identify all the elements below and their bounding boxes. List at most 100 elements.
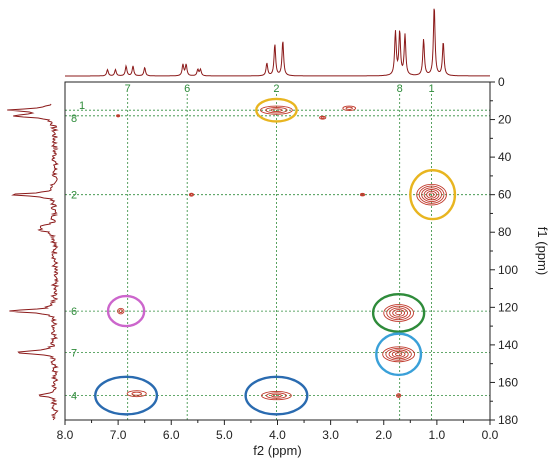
f2-peak-label: 6 [184,83,190,95]
cross-peak [382,346,416,363]
cross-peak [416,183,447,206]
y-tick-label: 40 [498,150,512,164]
contour-ring [389,307,409,319]
y-tick-label: 100 [498,263,518,277]
y-axis: 0 20 40 60 80 100 120 140 160 180 [490,75,518,427]
contour-ring [360,193,365,196]
x-tick-label: 1.0 [429,428,446,442]
contour-ring [421,187,442,203]
contour-ring [320,116,325,119]
contour-ring [266,392,287,399]
f2-projection-trace [65,8,490,77]
cross-peak [261,391,292,401]
cross-peak [383,304,414,322]
contour-ring [265,106,288,114]
contour-ring [386,305,411,321]
contour-ring [359,192,366,197]
f1-projection-trace [7,103,60,421]
highlight-ellipse [371,292,426,333]
x-tick-label: 5.0 [216,428,233,442]
cross-peak [342,105,357,111]
contour-ring [116,114,120,118]
f1-peak-label: 6 [71,306,77,318]
x-axis: 8.0 7.0 6.0 5.0 4.0 3.0 2.0 1.0 0.0 [57,420,499,442]
f1-peak-label: 2 [71,190,77,202]
x-tick-label: 2.0 [375,428,392,442]
f1-peak-label: 4 [71,391,77,403]
cross-peak [116,114,121,118]
f2-peak-label: 7 [125,83,131,95]
contour-ring [270,108,283,112]
y-tick-label: 20 [498,113,512,127]
y-tick-label: 160 [498,375,518,389]
cross-peak [188,192,195,197]
contour-ring [392,309,406,317]
y-axis-title: f1 (ppm) [535,227,548,275]
f1-peak-label: 7 [71,347,77,359]
f2-peak-label: 8 [397,83,403,95]
contour-ring [423,189,440,201]
highlight-ellipse [375,332,423,377]
contour-ring [388,349,409,360]
y-tick-label: 80 [498,225,512,239]
cross-peak [319,115,327,120]
f1-peak-label: 8 [71,113,77,125]
correlation-guide-lines [65,94,490,420]
contour-ring [385,347,412,361]
contour-ring [131,391,142,396]
f2-peak-label: 1 [429,83,435,95]
x-tick-label: 8.0 [57,428,74,442]
contour-ring [126,390,147,398]
x-axis-title: f2 (ppm) [253,443,301,458]
cross-peak [117,307,125,315]
y-tick-label: 60 [498,188,512,202]
y-tick-label: 0 [498,75,505,89]
highlight-ellipse [255,97,298,123]
contour-ring [396,393,402,398]
contour-ring [397,394,401,397]
f1-spectrum-line [7,103,60,421]
contour-ring [428,192,435,197]
contour-ring [319,115,327,120]
contour-ring [426,190,437,199]
contour-ring [117,307,125,315]
f2-peak-label: 2 [273,83,279,95]
y-tick-label: 140 [498,338,518,352]
contour-ring [345,106,353,110]
contour-ring [271,393,282,398]
cross-peak [359,192,366,197]
contour-ring [391,350,406,358]
plot-frame [64,81,491,421]
highlight-circles [94,97,457,416]
x-tick-label: 4.0 [269,428,286,442]
contour-ring [416,183,447,206]
cross-peak [260,105,293,115]
contour-ring [118,309,123,313]
y-tick-label: 180 [498,413,518,427]
cross-peak [396,393,402,398]
contour-ring [382,346,416,363]
y-tick-label: 120 [498,300,518,314]
contour-ring [261,391,292,401]
cross-peak [126,390,147,398]
f2-spectrum-line [65,8,490,77]
highlight-ellipse [409,169,457,221]
contour-ring [188,192,195,197]
f1-peak-label: 1 [79,100,85,112]
contour-ring [189,193,193,196]
x-tick-label: 0.0 [482,428,499,442]
highlight-ellipse [94,375,159,416]
contour-ring [418,185,445,204]
contour-ring [342,105,357,111]
highlight-ellipse [244,375,309,416]
contour-ring [260,105,293,115]
cross-peaks [116,105,447,401]
x-tick-label: 6.0 [163,428,180,442]
x-tick-label: 7.0 [110,428,127,442]
contour-ring [394,352,403,357]
highlight-ellipse [106,294,146,328]
contour-ring [383,304,414,322]
x-tick-label: 3.0 [322,428,339,442]
contour-ring [395,310,403,316]
